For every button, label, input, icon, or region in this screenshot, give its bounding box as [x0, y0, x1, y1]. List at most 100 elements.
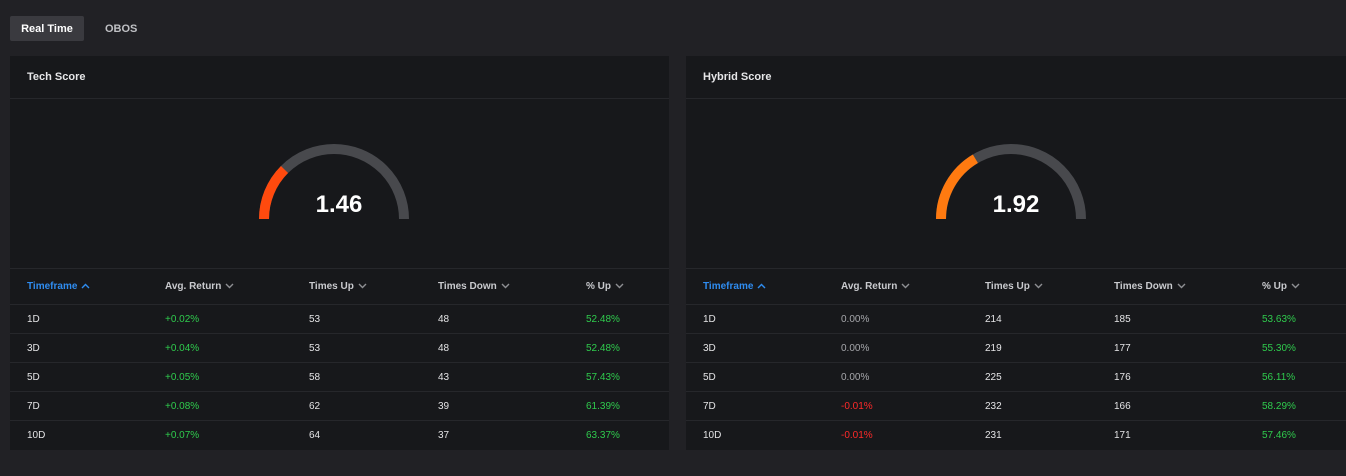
cell-avg-return: 0.00% — [841, 362, 985, 392]
gauge-fill — [936, 154, 979, 220]
table-row: 7D -0.01% 232 166 58.29% — [686, 391, 1346, 421]
cell-times-down: 185 — [1114, 304, 1262, 334]
view-tabs: Real Time OBOS — [10, 16, 150, 41]
column-header-pct-up[interactable]: % Up — [586, 269, 669, 305]
sort-ascending-icon — [757, 283, 766, 289]
hybrid-score-panel: Hybrid Score 1.92 Timeframe Avg. Return … — [686, 56, 1346, 450]
chevron-down-icon — [1177, 283, 1186, 289]
cell-avg-return: 0.00% — [841, 333, 985, 363]
cell-timeframe: 3D — [686, 333, 841, 363]
cell-timeframe: 7D — [10, 391, 165, 421]
panel-title: Hybrid Score — [686, 56, 1346, 99]
table-row: 1D 0.00% 214 185 53.63% — [686, 304, 1346, 334]
column-header-times-down[interactable]: Times Down — [438, 269, 586, 305]
cell-times-up: 219 — [985, 333, 1114, 363]
cell-timeframe: 1D — [10, 304, 165, 334]
tab-obos[interactable]: OBOS — [105, 22, 138, 35]
panel-title: Tech Score — [10, 56, 669, 99]
cell-timeframe: 3D — [10, 333, 165, 363]
cell-pct-up: 52.48% — [586, 304, 669, 334]
chevron-down-icon — [1291, 283, 1300, 289]
cell-timeframe: 10D — [27, 429, 46, 441]
cell-times-up: 62 — [309, 391, 438, 421]
cell-times-down: 48 — [438, 304, 586, 334]
column-header-timeframe[interactable]: Timeframe — [686, 269, 841, 305]
column-header-times-down[interactable]: Times Down — [1114, 269, 1262, 305]
column-header-times-up[interactable]: Times Up — [309, 269, 438, 305]
gauge-arc — [259, 144, 409, 220]
cell-times-up: 53 — [309, 304, 438, 334]
gauge-fill — [259, 165, 289, 220]
cell-pct-up: 61.39% — [586, 391, 669, 421]
chevron-down-icon — [225, 283, 234, 289]
gauge-value: 1.46 — [315, 191, 363, 218]
cell-avg-return: -0.01% — [841, 429, 873, 441]
cell-times-up: 214 — [985, 304, 1114, 334]
tech-score-panel: Tech Score 1.46 Timeframe Avg. Return Ti… — [10, 56, 669, 450]
cell-times-down: 176 — [1114, 362, 1262, 392]
cell-pct-up: 56.11% — [1262, 362, 1346, 392]
table-header-row: Timeframe Avg. Return Times Up Times Dow… — [686, 269, 1346, 305]
chevron-down-icon — [358, 283, 367, 289]
cell-times-up: 53 — [309, 333, 438, 363]
cell-avg-return: 0.00% — [841, 304, 985, 334]
cell-timeframe: 5D — [686, 362, 841, 392]
table-row: 10D -0.01% 231 171 57.46% — [686, 421, 1346, 450]
chevron-down-icon — [501, 283, 510, 289]
cell-pct-up: 57.43% — [586, 362, 669, 392]
cell-avg-return: +0.02% — [165, 304, 309, 334]
gauge-value: 1.92 — [992, 191, 1040, 218]
cell-pct-up: 63.37% — [586, 429, 620, 441]
table-row: 3D 0.00% 219 177 55.30% — [686, 333, 1346, 363]
score-gauge: 1.46 — [259, 144, 419, 234]
tab-real-time[interactable]: Real Time — [10, 16, 84, 41]
column-header-timeframe[interactable]: Timeframe — [10, 269, 165, 305]
cell-timeframe: 1D — [686, 304, 841, 334]
cell-times-up: 58 — [309, 362, 438, 392]
cell-times-down: 43 — [438, 362, 586, 392]
cell-times-down: 39 — [438, 391, 586, 421]
table-row: 3D +0.04% 53 48 52.48% — [10, 333, 669, 363]
chevron-down-icon — [901, 283, 910, 289]
score-gauge: 1.92 — [936, 144, 1096, 234]
cell-avg-return: +0.07% — [165, 429, 200, 441]
stats-table: Timeframe Avg. Return Times Up Times Dow… — [686, 269, 1346, 449]
cell-times-down: 48 — [438, 333, 586, 363]
cell-avg-return: +0.08% — [165, 391, 309, 421]
cell-times-up: 231 — [985, 429, 1002, 441]
cell-pct-up: 58.29% — [1262, 391, 1346, 421]
cell-avg-return: -0.01% — [841, 391, 985, 421]
column-header-avg-return[interactable]: Avg. Return — [165, 269, 309, 305]
cell-pct-up: 52.48% — [586, 333, 669, 363]
cell-timeframe: 7D — [686, 391, 841, 421]
cell-pct-up: 57.46% — [1262, 429, 1296, 441]
table-row: 1D +0.02% 53 48 52.48% — [10, 304, 669, 334]
cell-times-down: 171 — [1114, 429, 1131, 441]
column-header-avg-return[interactable]: Avg. Return — [841, 269, 985, 305]
column-header-times-up[interactable]: Times Up — [985, 269, 1114, 305]
cell-times-down: 37 — [438, 429, 450, 441]
cell-times-up: 225 — [985, 362, 1114, 392]
cell-timeframe: 5D — [10, 362, 165, 392]
chevron-down-icon — [615, 283, 624, 289]
cell-times-up: 64 — [309, 429, 321, 441]
gauge-area: 1.92 — [686, 99, 1346, 269]
column-header-pct-up[interactable]: % Up — [1262, 269, 1346, 305]
table-header-row: Timeframe Avg. Return Times Up Times Dow… — [10, 269, 669, 305]
cell-times-down: 166 — [1114, 391, 1262, 421]
cell-pct-up: 53.63% — [1262, 304, 1346, 334]
gauge-area: 1.46 — [10, 99, 669, 269]
cell-times-up: 232 — [985, 391, 1114, 421]
table-row: 7D +0.08% 62 39 61.39% — [10, 391, 669, 421]
table-row: 5D 0.00% 225 176 56.11% — [686, 362, 1346, 392]
stats-table: Timeframe Avg. Return Times Up Times Dow… — [10, 269, 669, 449]
cell-avg-return: +0.05% — [165, 362, 309, 392]
cell-avg-return: +0.04% — [165, 333, 309, 363]
table-row: 10D +0.07% 64 37 63.37% — [10, 421, 669, 450]
cell-times-down: 177 — [1114, 333, 1262, 363]
cell-timeframe: 10D — [703, 429, 722, 441]
sort-ascending-icon — [81, 283, 90, 289]
chevron-down-icon — [1034, 283, 1043, 289]
table-row: 5D +0.05% 58 43 57.43% — [10, 362, 669, 392]
gauge-arc — [936, 144, 1086, 220]
